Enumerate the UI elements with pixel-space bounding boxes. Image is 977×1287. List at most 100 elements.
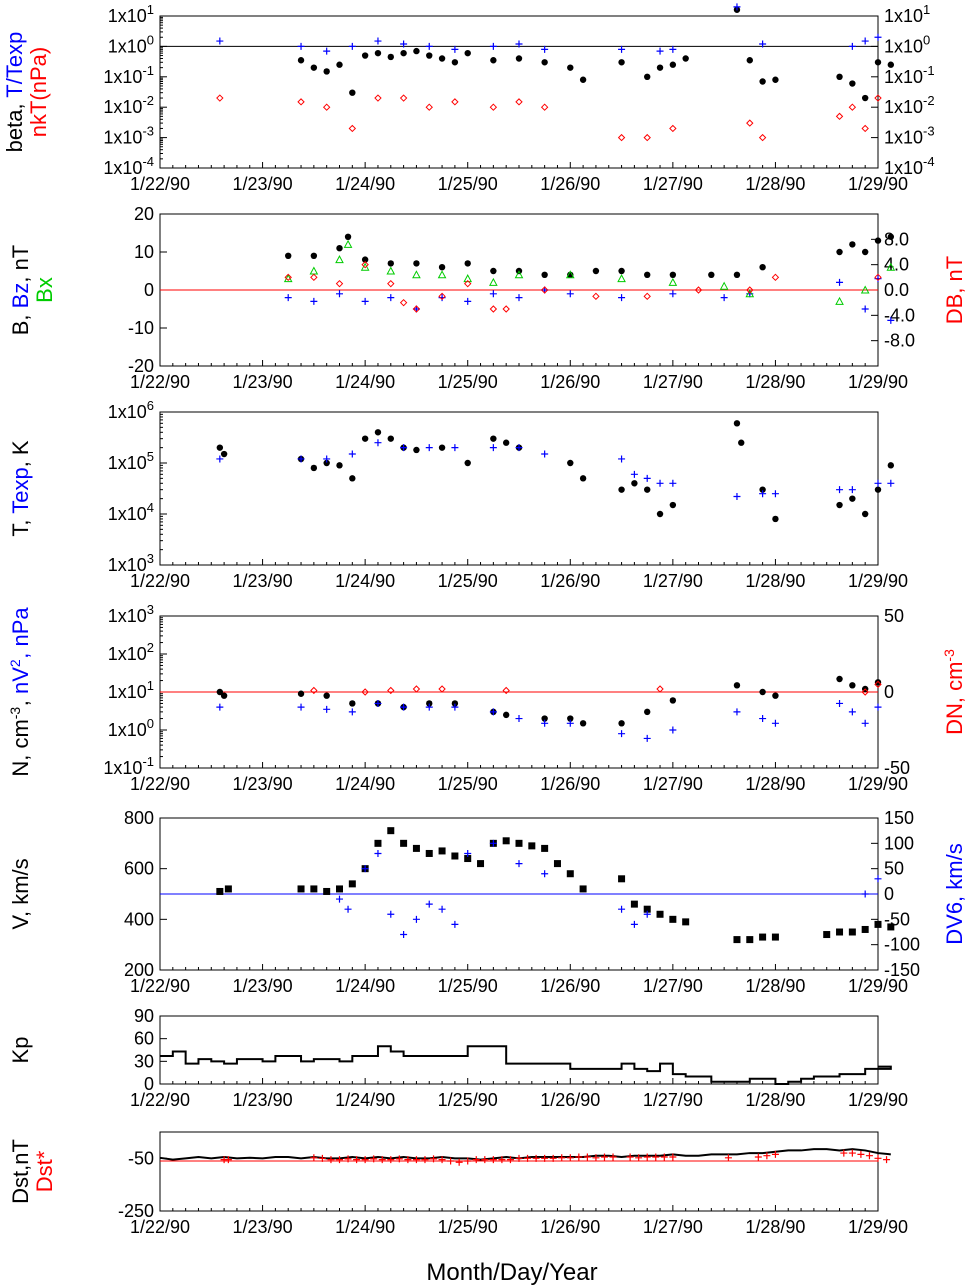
data-point (374, 429, 382, 436)
data-point (498, 1156, 506, 1164)
data-point (656, 685, 664, 693)
data-point (514, 270, 524, 279)
data-point (682, 918, 690, 926)
y-axis-label-part: , nPa (8, 607, 33, 659)
x-tick-label: 1/26/90 (540, 1217, 600, 1237)
data-point (412, 685, 421, 693)
y-tick-label: 1x10-1 (103, 63, 154, 87)
data-point (425, 42, 433, 50)
y-tick-label: -10 (128, 318, 154, 338)
data-point (323, 47, 331, 55)
data-point (759, 933, 767, 941)
data-point (643, 905, 651, 913)
data-point (464, 855, 472, 863)
data-point (404, 1156, 412, 1164)
data-point (297, 885, 305, 893)
data-point (361, 260, 369, 269)
series-line (160, 1045, 892, 1085)
x-tick-label: 1/24/90 (335, 174, 395, 194)
y-axis-label: Kp (8, 1037, 33, 1064)
data-point (849, 241, 856, 248)
data-point (861, 925, 869, 933)
data-point (668, 277, 678, 286)
data-point (515, 715, 523, 723)
data-point (348, 880, 356, 888)
data-point (387, 686, 395, 695)
y-axis-label-part: 2 (7, 659, 23, 667)
data-point (861, 248, 869, 256)
right-y-axis-label-part: DN, cm (942, 662, 967, 735)
right-y-tick-label: -50 (884, 758, 910, 778)
data-point (370, 1155, 378, 1163)
data-point (669, 1153, 677, 1161)
chart-panels: 1/22/90 1/23/90 1/24/90 1/25/90 1/26/90 1/27/… (2, 2, 967, 1237)
data-point (656, 910, 664, 918)
y-axis-label-part: Bz (8, 283, 33, 309)
data-point (733, 493, 741, 501)
data-point (565, 270, 575, 279)
y-axis-label-part: T, (8, 514, 33, 537)
data-point (472, 1156, 480, 1164)
data-point (309, 266, 319, 275)
data-point (669, 915, 677, 923)
series-dst (159, 1148, 891, 1161)
panel-v: 1/22/90 1/23/90 1/24/90 1/25/90 1/26/90 1/27/… (8, 808, 967, 996)
data-point (643, 910, 651, 918)
data-point (216, 37, 224, 45)
data-point (567, 715, 574, 722)
panel-dst: 1/22/90 1/23/90 1/24/90 1/25/90 1/26/90 1/27/… (8, 1131, 908, 1237)
y-tick-label: 0 (144, 280, 154, 300)
data-point (626, 1153, 634, 1161)
data-point (284, 273, 292, 282)
x-tick-label: 1/22/90 (130, 774, 190, 794)
x-tick-label: 1/25/90 (438, 774, 498, 794)
data-point (643, 734, 651, 742)
x-tick-label: 1/25/90 (438, 1090, 498, 1110)
data-point (758, 133, 767, 142)
data-point (336, 885, 343, 893)
data-point (836, 486, 844, 494)
y-tick-label: 800 (124, 808, 154, 828)
data-point (532, 1154, 540, 1162)
y-tick-label: 1x10-4 (103, 154, 154, 178)
x-tick-label: 1/22/90 (130, 1217, 190, 1237)
data-point (772, 692, 779, 699)
data-point (771, 933, 779, 941)
y-axis-label: Dst* (32, 1150, 57, 1192)
data-point (310, 64, 318, 71)
x-tick-label: 1/29/90 (848, 372, 908, 392)
y-axis-label-part: Dst* (32, 1150, 57, 1192)
data-point (579, 885, 587, 893)
series-n (216, 675, 882, 727)
data-point (541, 59, 548, 66)
data-point (451, 700, 459, 707)
data-point (719, 281, 729, 290)
data-point (374, 849, 382, 857)
data-point (848, 103, 857, 111)
y-tick-label: 0 (144, 1074, 154, 1094)
data-point (318, 1154, 326, 1162)
data-point (361, 688, 369, 696)
data-point (412, 1156, 420, 1164)
y-axis-label: T, Texp, K (8, 440, 33, 537)
data-point (216, 455, 224, 463)
series-nv2 (216, 699, 882, 742)
data-point (430, 1155, 438, 1163)
data-point (669, 271, 677, 278)
y-tick-label: -250 (118, 1201, 154, 1221)
data-point (502, 686, 510, 695)
right-y-tick-label: 0 (884, 682, 894, 702)
data-point (771, 719, 779, 727)
x-tick-label: 1/24/90 (335, 372, 395, 392)
data-point (771, 1150, 779, 1158)
y-tick-label: 1x100 (108, 716, 154, 740)
data-point (374, 94, 382, 102)
y-tick-label: 30 (134, 1051, 154, 1071)
right-y-tick-label: 150 (884, 808, 914, 828)
data-point (567, 459, 574, 467)
series-line (159, 1148, 891, 1161)
data-point (738, 439, 745, 446)
data-point (349, 89, 356, 96)
x-tick-label: 1/23/90 (233, 976, 293, 996)
data-point (669, 726, 677, 734)
